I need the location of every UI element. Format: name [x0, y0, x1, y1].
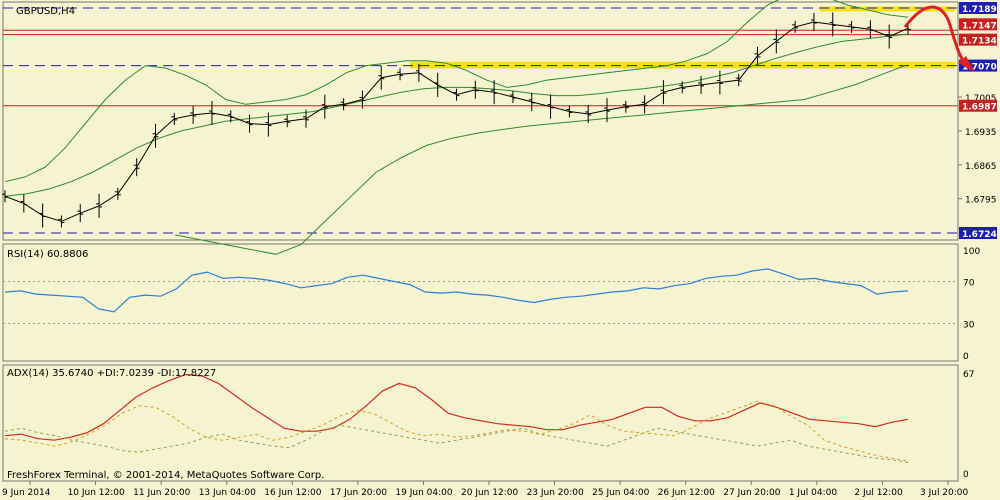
- x-tick-label: 1 Jul 04:00: [789, 488, 838, 498]
- panel-frames: [2, 1, 959, 482]
- footer-copyright: FreshForex Terminal, © 2001-2014, MetaQu…: [7, 470, 324, 481]
- main-y-tick-label: 1.7005: [965, 94, 997, 104]
- x-tick-label: 11 Jun 20:00: [133, 488, 190, 498]
- main-chart-title: GBPUSD,H4: [16, 6, 75, 17]
- x-tick-label: 20 Jun 12:00: [461, 488, 518, 498]
- price-tag-bg: [959, 2, 997, 14]
- price-tag-label: 1.7147: [962, 21, 997, 31]
- price-tag-label: 1.7134: [962, 37, 997, 47]
- projection-arrow-head: [958, 56, 975, 72]
- adx-y-tick-label: 0: [963, 470, 969, 480]
- projection-arrow: [903, 5, 970, 69]
- price-tag-bg: [959, 99, 997, 112]
- x-tick-label: 25 Jun 04:00: [592, 488, 649, 498]
- bollinger-lower-band: [174, 65, 906, 255]
- minus-di-line: [4, 424, 909, 464]
- price-tag-bg: [959, 18, 997, 31]
- rsi-panel: 100 70 30 0: [3, 247, 980, 362]
- x-tick-label: 26 Jun 12:00: [658, 488, 715, 498]
- x-tick-label: 17 Jun 20:00: [330, 488, 387, 498]
- rsi-title: RSI(14) 60.8806: [7, 249, 88, 260]
- price-tag-bg: [959, 227, 997, 239]
- plus-di-line: [4, 400, 909, 462]
- main-y-tick-label: 1.6795: [965, 196, 997, 206]
- rsi-line: [4, 268, 909, 313]
- x-tick-label: 23 Jun 20:00: [527, 488, 584, 498]
- rsi-y-tick-label: 100: [963, 247, 980, 257]
- price-tag-label: 1.6724: [962, 230, 997, 240]
- x-tick-label: 27 Jun 20:00: [723, 488, 780, 498]
- x-tick-label: 13 Jun 04:00: [199, 488, 256, 498]
- x-tick-label: 2 Jul 12:00: [854, 488, 903, 498]
- main-price-panel: 1.7005 1.6935 1.6865 1.6795 1.7189 1.7147 1.71…: [2, 0, 997, 255]
- rsi-y-tick-label: 30: [963, 321, 975, 331]
- price-tag-bg: [959, 33, 997, 46]
- price-tag-label: 1.7070: [962, 63, 997, 73]
- x-tick-label: 10 Jun 12:00: [68, 488, 125, 498]
- rsi-y-tick-label: 70: [963, 279, 975, 289]
- rsi-panel-frame: [2, 243, 959, 362]
- adx-panel: 67 0: [4, 370, 974, 480]
- x-tick-label: 9 Jun 2014: [2, 488, 51, 498]
- resistance-zone: [820, 6, 955, 12]
- adx-title: ADX(14) 35.6740 +DI:7.0239 -DI:17.8227: [7, 368, 216, 379]
- rsi-y-tick-label: 0: [963, 352, 969, 362]
- bollinger-middle-band: [4, 33, 909, 197]
- price-tag-label: 1.6987: [962, 103, 997, 113]
- main-y-tick-label: 1.6935: [965, 128, 997, 138]
- price-tag-bg: [959, 59, 997, 72]
- adx-y-tick-label: 67: [963, 370, 974, 380]
- price-tag-label: 1.7189: [962, 5, 997, 15]
- adx-panel-frame: [2, 364, 959, 482]
- price-line: [4, 21, 909, 222]
- bollinger-upper-band: [4, 0, 909, 183]
- x-tick-label: 19 Jun 04:00: [395, 488, 452, 498]
- time-axis: 9 Jun 2014 10 Jun 12:00 11 Jun 20:00 13 Jun…: [2, 481, 969, 498]
- adx-line: [4, 373, 909, 441]
- x-tick-label: 16 Jun 12:00: [264, 488, 321, 498]
- main-panel-frame: [2, 1, 959, 241]
- main-y-tick-label: 1.6865: [965, 162, 997, 172]
- x-tick-label: 3 Jul 20:00: [920, 488, 969, 498]
